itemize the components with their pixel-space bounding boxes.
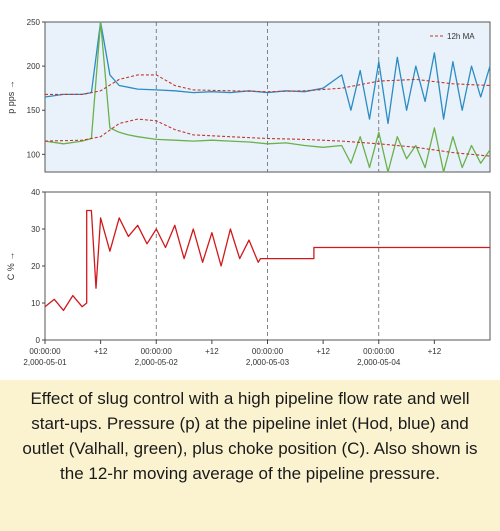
y-tick-label: 200	[27, 62, 41, 71]
x-tick-label: +12	[94, 347, 108, 356]
series-line-12h-ma-valhall-	[44, 118, 491, 157]
x-tick-date-label: 2,000-05-01	[23, 358, 67, 367]
x-tick-date-label: 2,000-05-02	[135, 358, 179, 367]
y-tick-label: 250	[27, 18, 41, 27]
caption-box: Effect of slug control with a high pipel…	[0, 380, 500, 531]
y-axis-label: p pps →	[6, 80, 16, 114]
y-tick-label: 10	[31, 299, 40, 308]
y-axis-label: C % →	[6, 252, 16, 281]
y-tick-label: 30	[31, 225, 40, 234]
legend-label: 12h MA	[447, 32, 475, 41]
y-tick-label: 20	[31, 262, 40, 271]
x-tick-label: +12	[428, 347, 442, 356]
x-tick-label: +12	[316, 347, 330, 356]
x-tick-label: +12	[205, 347, 219, 356]
series-line-12h-ma	[45, 74, 491, 95]
chart-panel-1: 250 200 150 100 p pps → 12h MA	[6, 18, 491, 173]
figure-caption: Effect of slug control with a high pipel…	[22, 389, 478, 483]
y-tick-label: 150	[27, 106, 41, 115]
y-tick-label: 100	[27, 150, 41, 159]
figure: 250 200 150 100 p pps → 12h MA 40 30 20 10 0 C % → 0…	[6, 18, 491, 367]
x-tick-date-label: 2,000-05-03	[246, 358, 290, 367]
x-tick-label: 00:00:00	[252, 347, 284, 356]
series-line-valhall	[44, 21, 491, 173]
y-tick-label: 0	[36, 336, 41, 345]
x-tick-label: 00:00:00	[141, 347, 173, 356]
series-line-c	[44, 209, 490, 312]
x-tick-label: 00:00:00	[363, 347, 395, 356]
y-tick-label: 40	[31, 188, 40, 197]
chart-panel-2: 40 30 20 10 0 C % → 00:00:00 2,000-05-01 +12 00:0…	[6, 188, 491, 367]
x-tick-date-label: 2,000-05-04	[357, 358, 401, 367]
x-tick-label: 00:00:00	[29, 347, 61, 356]
